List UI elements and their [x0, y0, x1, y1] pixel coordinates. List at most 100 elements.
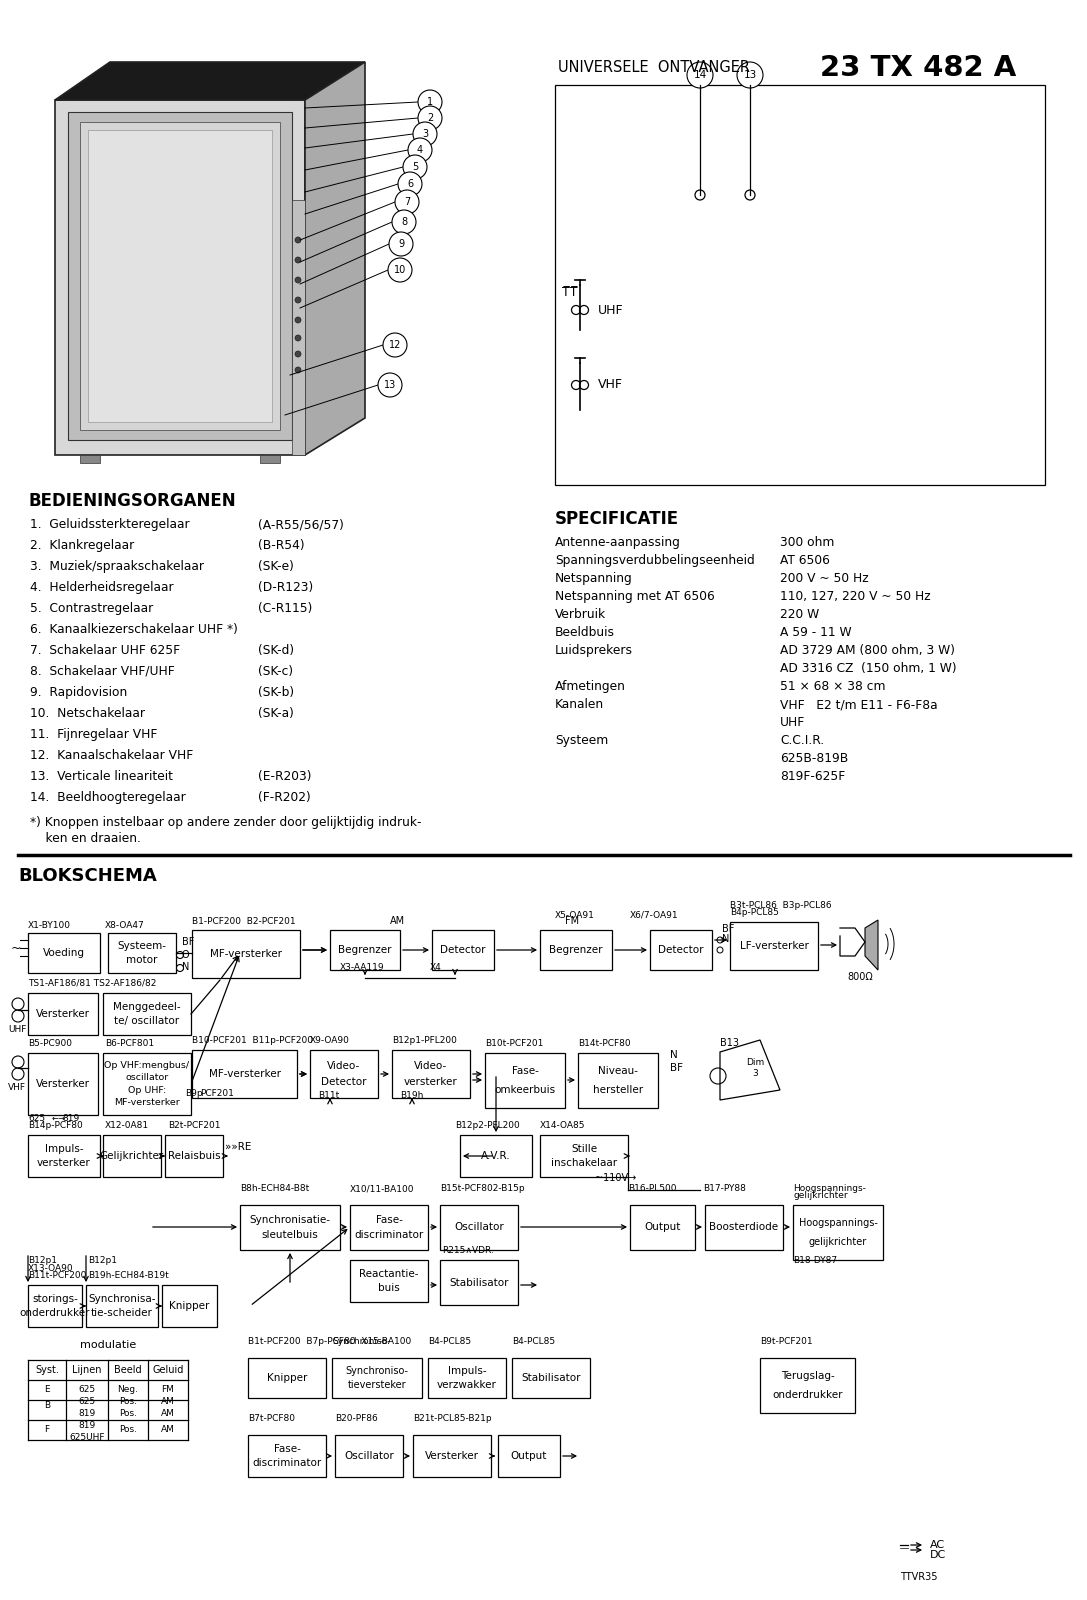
Text: B10t-PCF201: B10t-PCF201 — [485, 1038, 544, 1048]
Bar — [28, 1053, 98, 1115]
Circle shape — [398, 171, 422, 195]
Text: UHF: UHF — [780, 717, 805, 730]
Text: B7t-PCF80: B7t-PCF80 — [248, 1414, 295, 1422]
Text: Syst.: Syst. — [35, 1365, 59, 1374]
Text: AM: AM — [161, 1408, 175, 1418]
Text: Begrenzer: Begrenzer — [549, 946, 603, 955]
Text: 625B-819B: 625B-819B — [780, 752, 848, 765]
Text: Fase-: Fase- — [274, 1443, 300, 1454]
Text: Begrenzer: Begrenzer — [338, 946, 391, 955]
Text: B12p2-PFL200: B12p2-PFL200 — [455, 1122, 520, 1130]
Text: T̅T̅: T̅T̅ — [562, 285, 577, 299]
Text: FM: FM — [162, 1386, 174, 1395]
Text: N: N — [722, 934, 729, 944]
Text: (F-R202): (F-R202) — [258, 790, 311, 803]
Text: AC: AC — [930, 1539, 945, 1550]
Bar — [485, 1053, 565, 1107]
Circle shape — [389, 232, 413, 256]
Text: N: N — [670, 1050, 678, 1059]
Text: Geluid: Geluid — [152, 1365, 184, 1374]
Text: omkeerbuis: omkeerbuis — [495, 1085, 555, 1094]
Text: Versterker: Versterker — [425, 1451, 479, 1461]
Text: Impuls-: Impuls- — [45, 1144, 84, 1154]
Bar — [108, 933, 176, 973]
Text: AT 6506: AT 6506 — [780, 554, 829, 566]
Text: (SK-e): (SK-e) — [258, 560, 293, 573]
Text: Netspanning: Netspanning — [555, 573, 633, 586]
Bar — [332, 1358, 422, 1398]
Text: 819: 819 — [62, 1114, 79, 1123]
Circle shape — [572, 381, 580, 389]
Text: Gelijkrichter: Gelijkrichter — [100, 1150, 164, 1162]
Text: B12p1: B12p1 — [28, 1256, 57, 1266]
Bar — [192, 930, 300, 978]
Text: B4p-PCL85: B4p-PCL85 — [730, 909, 779, 917]
Circle shape — [295, 334, 301, 341]
Text: Synchronisa-: Synchronisa- — [88, 1294, 155, 1304]
Bar — [103, 1134, 161, 1178]
Text: 220 W: 220 W — [780, 608, 820, 621]
Text: LF-versterker: LF-versterker — [739, 941, 809, 950]
Text: 51 × 68 × 38 cm: 51 × 68 × 38 cm — [780, 680, 886, 693]
Text: AD 3729 AM (800 ohm, 3 W): AD 3729 AM (800 ohm, 3 W) — [780, 643, 955, 658]
Text: 8: 8 — [401, 218, 407, 227]
Text: MF-versterker: MF-versterker — [210, 949, 282, 958]
Text: B19h-ECH84-B19t: B19h-ECH84-B19t — [88, 1270, 168, 1280]
Text: ~110V→: ~110V→ — [595, 1173, 636, 1182]
Text: B11t-PCF200: B11t-PCF200 — [28, 1270, 86, 1280]
Text: VHF: VHF — [598, 379, 623, 392]
Text: AM: AM — [390, 915, 405, 926]
Circle shape — [579, 381, 588, 389]
Text: (C-R115): (C-R115) — [258, 602, 312, 614]
Text: Lijnen: Lijnen — [72, 1365, 102, 1374]
Text: 625: 625 — [78, 1397, 96, 1405]
Text: 10.  Netschakelaar: 10. Netschakelaar — [30, 707, 145, 720]
Text: Fase-: Fase- — [376, 1214, 402, 1226]
Text: VHF: VHF — [8, 1083, 26, 1091]
Text: Niveau-: Niveau- — [598, 1066, 638, 1077]
Circle shape — [418, 106, 442, 130]
Text: Spanningsverdubbelingseenheid: Spanningsverdubbelingseenheid — [555, 554, 754, 566]
Circle shape — [408, 138, 432, 162]
Text: O: O — [182, 950, 189, 960]
Text: 14.  Beeldhoogteregelaar: 14. Beeldhoogteregelaar — [30, 790, 186, 803]
Text: Beeldbuis: Beeldbuis — [555, 626, 615, 638]
Text: B1-PCF200  B2-PCF201: B1-PCF200 B2-PCF201 — [192, 917, 296, 926]
Polygon shape — [865, 920, 878, 970]
Circle shape — [295, 317, 301, 323]
Text: 13: 13 — [384, 379, 396, 390]
Circle shape — [695, 190, 705, 200]
Circle shape — [579, 306, 588, 315]
Text: B4-PCL85: B4-PCL85 — [428, 1338, 471, 1346]
Text: Fase-: Fase- — [512, 1066, 538, 1077]
Text: X4: X4 — [430, 963, 441, 971]
Circle shape — [403, 155, 427, 179]
Polygon shape — [305, 62, 365, 454]
Text: Synchroniso-: Synchroniso- — [346, 1366, 409, 1376]
Polygon shape — [88, 130, 272, 422]
Text: UHF: UHF — [8, 1026, 26, 1034]
Text: FM: FM — [565, 915, 579, 926]
Text: 5: 5 — [412, 162, 418, 171]
Text: versterker: versterker — [404, 1077, 458, 1086]
Text: TTVR35: TTVR35 — [900, 1571, 937, 1582]
Text: 3.  Muziek/spraakschakelaar: 3. Muziek/spraakschakelaar — [30, 560, 204, 573]
Text: 14: 14 — [694, 70, 707, 80]
Text: Stabilisator: Stabilisator — [449, 1277, 509, 1288]
Text: inschakelaar: inschakelaar — [551, 1158, 617, 1168]
Text: (SK-a): (SK-a) — [258, 707, 293, 720]
Bar — [248, 1358, 326, 1398]
Text: BF: BF — [722, 925, 735, 934]
Text: 625: 625 — [78, 1386, 96, 1395]
Text: 1: 1 — [427, 98, 433, 107]
Bar — [555, 85, 1045, 485]
Text: B2t-PCF201: B2t-PCF201 — [168, 1122, 221, 1130]
Text: Systeem: Systeem — [555, 734, 609, 747]
Text: Versterker: Versterker — [36, 1078, 90, 1090]
Bar — [578, 1053, 658, 1107]
Text: 13: 13 — [744, 70, 757, 80]
Text: Verbruik: Verbruik — [555, 608, 607, 621]
Text: 23 TX 482 A: 23 TX 482 A — [820, 54, 1016, 82]
Text: Impuls-: Impuls- — [448, 1366, 486, 1376]
Text: B14t-PCF80: B14t-PCF80 — [578, 1038, 630, 1048]
